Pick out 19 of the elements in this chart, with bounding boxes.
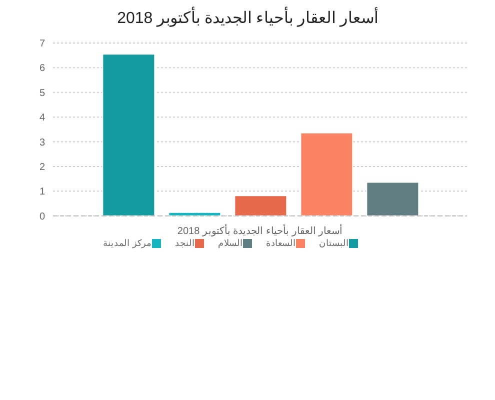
legend-label: مركز المدينة: [103, 238, 152, 248]
legend-label: السلام: [218, 238, 243, 248]
bar: [300, 132, 354, 216]
y-tick-label: 3: [39, 137, 46, 148]
y-tick-label: 4: [39, 112, 46, 124]
y-tick-label: 6: [39, 63, 46, 74]
y-tick-label: 5: [39, 88, 46, 99]
x-axis-title: أسعار العقار بأحياء الجديدة بأكتوبر 2018: [177, 224, 343, 237]
y-tick-label: 0: [39, 211, 46, 222]
bar: [366, 182, 420, 216]
y-tick-label: 2: [39, 162, 46, 174]
legend-label: البستان: [318, 238, 349, 248]
y-tick-label: 1: [39, 186, 46, 198]
bar: [234, 195, 288, 216]
legend-label: النجد: [174, 238, 195, 248]
bar: [102, 54, 156, 216]
chart-title: أسعار العقار بأحياء الجديدة بأكتوبر 2018: [116, 8, 379, 28]
y-tick-label: 7: [39, 38, 46, 50]
legend-label: السعادة: [266, 238, 296, 248]
